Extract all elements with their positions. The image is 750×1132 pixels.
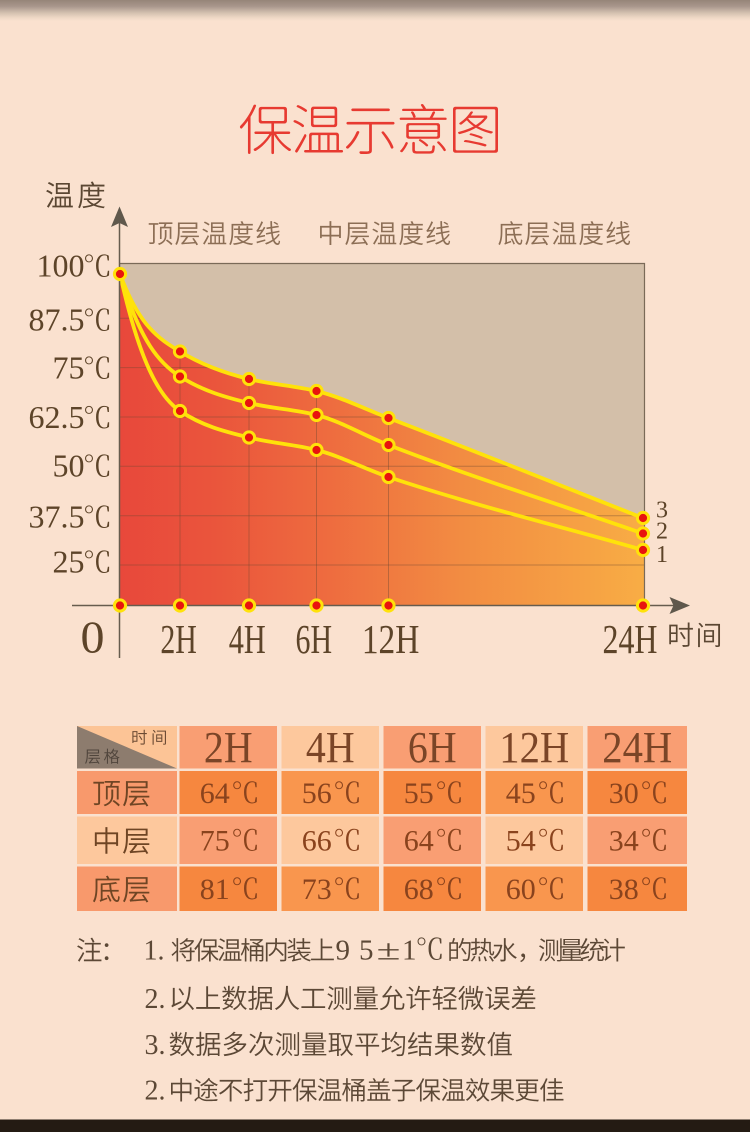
svg-text:87.5: 87.5	[29, 302, 85, 338]
svg-text:2.: 2.	[145, 984, 166, 1015]
svg-text:3: 3	[656, 498, 668, 524]
svg-text:4H: 4H	[229, 616, 266, 662]
svg-text:64: 64	[200, 777, 230, 810]
svg-text:66: 66	[302, 825, 332, 858]
svg-text:12H: 12H	[362, 616, 420, 662]
svg-text:50: 50	[53, 448, 85, 484]
svg-text:2H: 2H	[160, 616, 197, 662]
svg-text:38: 38	[609, 873, 639, 906]
svg-text:30: 30	[609, 777, 639, 810]
svg-text:1.: 1.	[144, 936, 165, 967]
svg-text:2: 2	[656, 519, 668, 545]
svg-text:1: 1	[656, 542, 668, 568]
svg-text:24H: 24H	[603, 616, 658, 662]
svg-text:2H: 2H	[204, 723, 253, 772]
svg-text:0: 0	[81, 612, 105, 663]
svg-text:3.: 3.	[145, 1030, 166, 1061]
svg-text:60: 60	[506, 873, 536, 906]
svg-text:25: 25	[53, 544, 85, 580]
svg-text:34: 34	[609, 825, 639, 858]
svg-text:1: 1	[402, 935, 417, 967]
svg-text:56: 56	[302, 777, 332, 810]
svg-text:2.: 2.	[145, 1076, 166, 1107]
svg-text:24H: 24H	[602, 723, 672, 772]
svg-text:6H: 6H	[408, 723, 457, 772]
svg-text:64: 64	[404, 825, 434, 858]
svg-text:81: 81	[200, 873, 230, 906]
svg-text:6H: 6H	[296, 616, 333, 662]
svg-text:45: 45	[506, 777, 536, 810]
svg-text:73: 73	[302, 873, 332, 906]
svg-text:68: 68	[404, 873, 434, 906]
svg-text:62.5: 62.5	[29, 399, 85, 435]
svg-text:75: 75	[53, 350, 85, 386]
svg-text:55: 55	[404, 777, 434, 810]
svg-text:4H: 4H	[306, 723, 355, 772]
svg-text:54: 54	[506, 825, 536, 858]
svg-text:±: ±	[377, 935, 401, 967]
svg-text:100: 100	[37, 248, 85, 284]
svg-text:37.5: 37.5	[29, 499, 85, 535]
svg-text:12H: 12H	[499, 723, 569, 772]
svg-text:75: 75	[200, 825, 230, 858]
svg-text:95: 95	[336, 935, 383, 967]
